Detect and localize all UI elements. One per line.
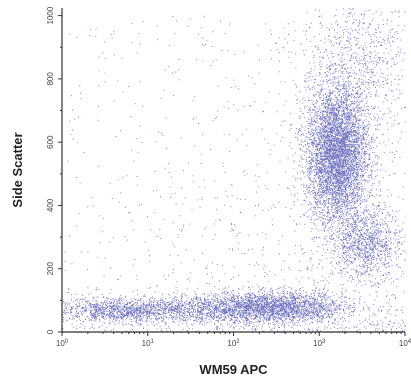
y-axis-title: Side Scatter xyxy=(10,132,25,207)
y-tick-label: 1000 xyxy=(46,6,55,24)
x-tick-label: 102 xyxy=(227,339,240,348)
x-tick-label: 103 xyxy=(313,339,326,348)
x-axis-title: WM59 APC xyxy=(199,362,268,377)
y-tick-label: 0 xyxy=(46,329,55,334)
x-tick-label: 104 xyxy=(399,339,411,348)
scatter-points xyxy=(62,8,406,333)
x-tick-label: 100 xyxy=(56,339,69,348)
y-tick-label: 400 xyxy=(46,198,55,212)
y-tick-label: 200 xyxy=(46,262,55,276)
y-tick-label: 600 xyxy=(46,135,55,149)
scatter-point-cloud xyxy=(62,8,406,333)
x-axis-ticks: 100 101 102 103 104 xyxy=(56,332,411,348)
y-axis-ticks: 0 200 400 600 800 1000 xyxy=(46,6,62,334)
x-tick-label: 101 xyxy=(142,339,155,348)
y-tick-label: 800 xyxy=(46,72,55,86)
